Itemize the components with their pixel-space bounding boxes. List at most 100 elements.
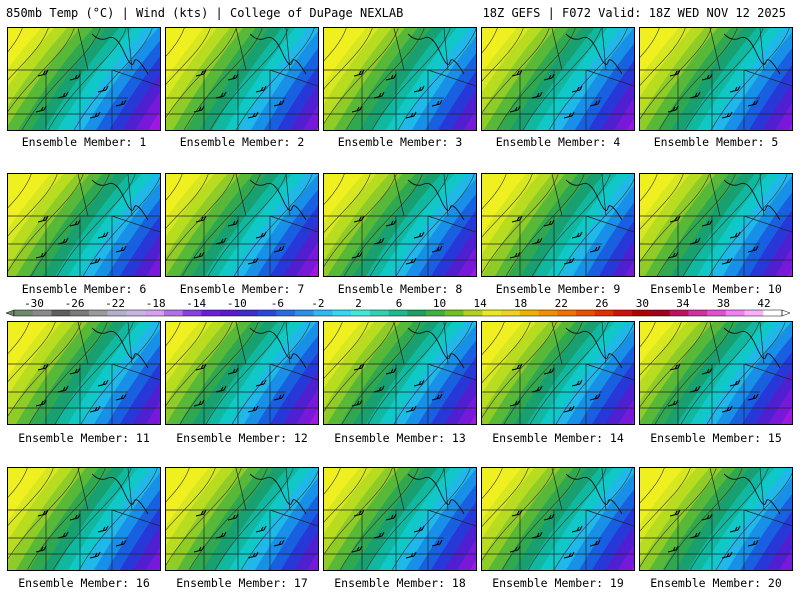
member-caption: Ensemble Member: 18 <box>334 576 466 590</box>
isotherm-line <box>654 322 734 424</box>
isotherm-line <box>482 468 503 499</box>
isotherm-line <box>708 174 788 276</box>
isotherm-line <box>166 468 190 503</box>
isotherm-line <box>21 28 101 130</box>
wind-barb <box>255 231 267 239</box>
state-border <box>111 363 160 381</box>
colorbar-tick-label: 26 <box>595 297 608 310</box>
temperature-map <box>8 322 160 424</box>
member-caption: Ensemble Member: 9 <box>495 282 621 296</box>
isotherm-line <box>235 28 315 130</box>
wind-barb <box>413 85 425 93</box>
wind-barb <box>405 405 417 413</box>
wind-barb <box>563 257 575 265</box>
state-border <box>427 509 476 527</box>
isotherm-line <box>73 28 153 130</box>
temperature-band <box>611 240 634 276</box>
isotherm-line <box>166 28 211 85</box>
state-border <box>743 363 792 381</box>
isotherm-line <box>640 322 656 348</box>
state-border <box>285 174 291 217</box>
isotherm-line <box>188 468 268 570</box>
wind-barb <box>589 99 601 107</box>
colorbar-swatch <box>145 310 165 316</box>
state-border <box>235 468 247 511</box>
wind-barb <box>353 215 365 223</box>
coastline <box>91 473 149 515</box>
wind-barb <box>215 531 227 539</box>
colorbar-swatch <box>388 310 408 316</box>
temperature-map <box>640 322 792 424</box>
isotherm-line <box>529 322 609 424</box>
wind-barb <box>227 367 239 375</box>
wind-barb <box>689 91 701 99</box>
isotherm-line <box>505 174 585 276</box>
colorbar-arrow-right <box>781 309 791 317</box>
state-border <box>443 28 449 71</box>
isotherm-line <box>54 322 134 424</box>
colorbar-swatch <box>575 310 596 316</box>
coastline <box>565 327 623 369</box>
temperature-band <box>779 549 792 570</box>
colorbar-swatch <box>51 310 71 316</box>
wind-barb <box>405 111 417 119</box>
wind-barb <box>353 509 365 517</box>
colorbar-swatch <box>538 310 558 316</box>
member-caption: Ensemble Member: 6 <box>21 282 147 296</box>
wind-barb <box>215 385 227 393</box>
state-border <box>235 174 247 217</box>
wind-barb <box>747 539 759 547</box>
wind-barb <box>247 111 259 119</box>
isotherm-line <box>680 322 760 424</box>
member-caption: Ensemble Member: 19 <box>492 576 624 590</box>
temperature-map <box>8 28 160 130</box>
isotherm-line <box>684 28 764 130</box>
isotherm-line <box>233 174 313 276</box>
wind-barb <box>721 551 733 559</box>
wind-barb <box>255 85 267 93</box>
wind-barb <box>405 257 417 265</box>
state-border <box>77 28 89 71</box>
wind-barb <box>215 237 227 245</box>
coastline <box>723 327 781 369</box>
isotherm-line <box>555 322 634 424</box>
colorbar-swatch <box>557 310 577 316</box>
wind-barb <box>721 111 733 119</box>
isotherm-line <box>82 176 160 276</box>
state-border <box>551 322 563 365</box>
coastline <box>249 33 307 75</box>
wind-barb <box>669 363 681 371</box>
wind-barb <box>431 99 443 107</box>
isotherm-line <box>8 28 23 52</box>
wind-barb <box>351 251 363 259</box>
isotherm-line <box>324 322 343 351</box>
isotherm-line <box>30 174 110 276</box>
temperature-map <box>8 174 160 276</box>
wind-barb <box>543 513 555 521</box>
coastline <box>565 179 623 221</box>
wind-barb <box>571 85 583 93</box>
wind-barb <box>115 539 127 547</box>
member-caption: Ensemble Member: 14 <box>492 431 624 445</box>
wind-barb <box>729 379 741 387</box>
isotherm-line <box>8 174 58 237</box>
wind-barb <box>669 509 681 517</box>
state-border <box>601 28 607 71</box>
header: 850mb Temp (°C) | Wind (kts) | College o… <box>0 0 800 22</box>
wind-barb <box>37 363 49 371</box>
wind-barb <box>195 69 207 77</box>
state-border <box>601 468 607 511</box>
temperature-band <box>450 89 476 130</box>
state-border <box>585 363 634 381</box>
ensemble-panel <box>639 321 793 425</box>
wind-barb <box>721 405 733 413</box>
colorbar-swatch <box>632 310 652 316</box>
wind-barb <box>701 219 713 227</box>
isotherm-line <box>214 468 294 570</box>
colorbar-swatch <box>725 310 746 316</box>
temperature-map <box>166 28 318 130</box>
isotherm-line <box>395 174 475 276</box>
temperature-map <box>324 174 476 276</box>
valid-time: 18Z GEFS | F072 Valid: 18Z WED NOV 12 20… <box>482 6 786 20</box>
isotherm-line <box>209 28 289 130</box>
